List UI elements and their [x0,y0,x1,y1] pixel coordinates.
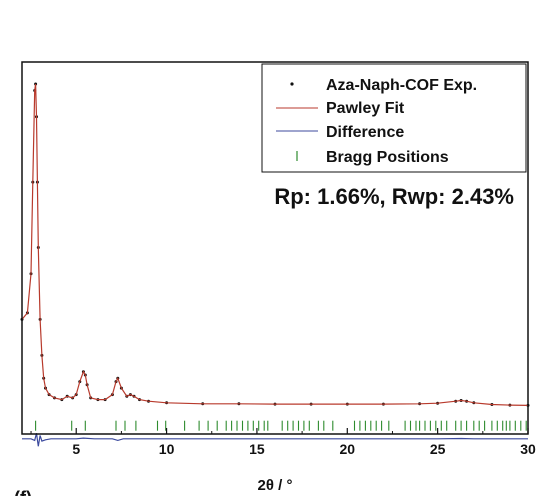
legend-box [261,63,527,173]
x-tick-label: 10 [159,441,175,457]
panel-label: (f) [14,488,32,496]
x-tick-label: 20 [339,441,355,457]
legend-label-exp: Aza-Naph-COF Exp. [326,77,477,94]
x-axis-title: 2θ / ° [258,477,293,494]
legend-label-fit: Pawley Fit [326,100,405,117]
x-tick-label: 30 [520,441,536,457]
series-line-1 [21,83,529,406]
plot-frame [21,61,529,435]
series-line-2 [22,433,528,447]
x-tick-label: 25 [430,441,446,457]
x-tick-label: 15 [249,441,265,457]
legend: Aza-Naph-COF Exp. Pawley Fit Difference … [261,63,527,173]
legend-label-bragg: Bragg Positions [326,149,449,166]
x-tick-label: 5 [72,441,80,457]
legend-marker-exp [290,82,294,86]
fit-statistics: Rp: 1.66%, Rwp: 2.43% [274,184,514,209]
legend-label-diff: Difference [326,124,404,141]
